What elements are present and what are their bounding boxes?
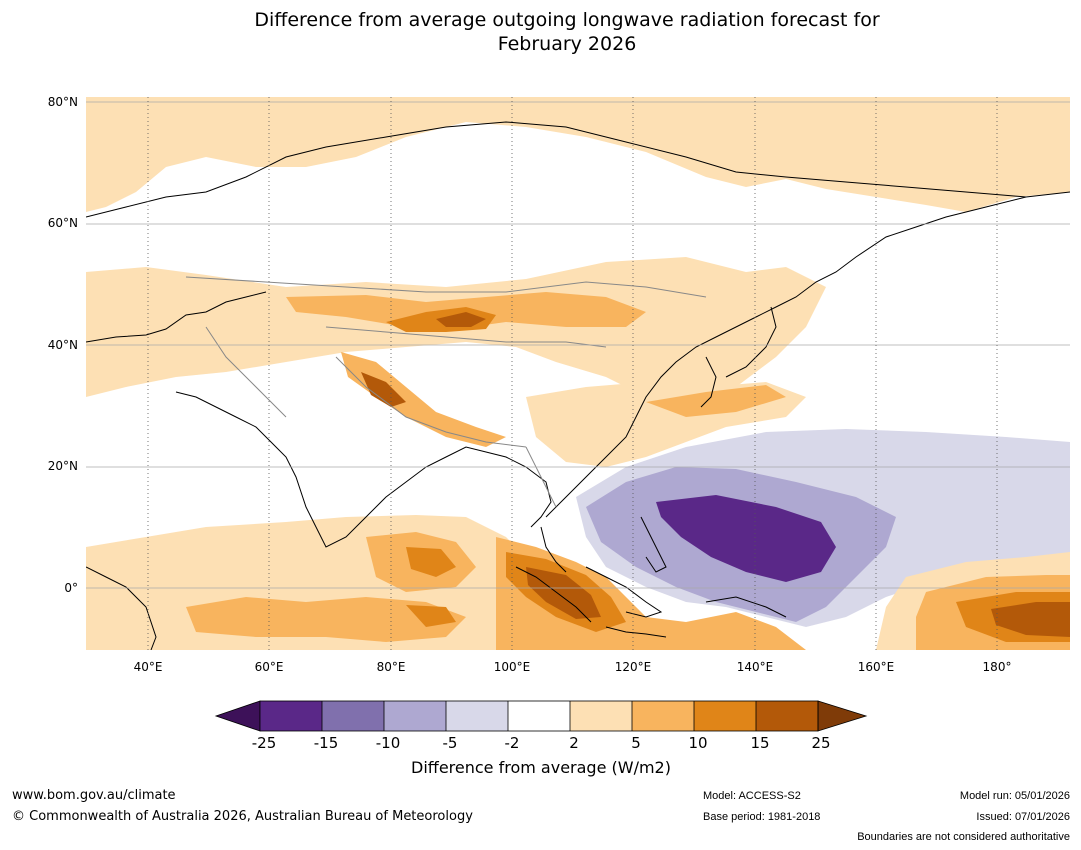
title-line-2: February 2026 xyxy=(497,33,637,55)
coastline-java xyxy=(605,626,667,638)
anomaly-region-east-pacific-core xyxy=(991,602,1070,637)
anomaly-region-pacific-core xyxy=(656,495,836,582)
footer-base-period: Base period: 1981-2018 xyxy=(703,811,821,823)
map-title: Difference from average outgoing longwav… xyxy=(0,8,1081,56)
lat-label-80n: 80°N xyxy=(47,95,78,109)
lon-label-160e: 160°E xyxy=(857,660,895,674)
lon-label-40e: 40°E xyxy=(133,660,163,674)
colorbar-extend-high xyxy=(817,700,868,732)
colorbar-outline xyxy=(259,700,819,732)
colorbar-bin xyxy=(322,701,384,731)
coastline-malay-peninsula xyxy=(540,526,567,573)
coastline-korea xyxy=(700,356,717,408)
map-panel xyxy=(86,97,1070,650)
anomaly-region-sumatra-core xyxy=(526,567,601,619)
anomaly-region-central-asia xyxy=(86,257,826,407)
coastline-new-guinea xyxy=(705,596,787,618)
lat-label-equator: 0° xyxy=(64,581,78,595)
boundary-russia-south xyxy=(185,276,707,298)
colorbar-tick: 10 xyxy=(688,734,708,752)
anomaly-region-indian-ocean-strong xyxy=(406,547,456,577)
latitude-gridlines xyxy=(86,101,1070,589)
coastline-japan xyxy=(725,306,777,378)
coastline-sumatra xyxy=(515,566,592,623)
lon-label-60e: 60°E xyxy=(254,660,284,674)
coastline-arctic xyxy=(86,121,1027,218)
lon-label-180: 180° xyxy=(982,660,1012,674)
anomaly-region-siberia-patch xyxy=(426,127,646,177)
anomaly-region-south-io-mid xyxy=(186,597,466,642)
footer-model: Model: ACCESS-S2 xyxy=(703,790,801,802)
lon-label-140e: 140°E xyxy=(736,660,774,674)
title-line-1: Difference from average outgoing longwav… xyxy=(254,9,880,31)
lon-label-80e: 80°E xyxy=(376,660,406,674)
footer-disclaimer: Boundaries are not considered authoritat… xyxy=(857,831,1070,843)
colorbar-bin xyxy=(384,701,446,731)
colorbar-bin xyxy=(632,701,694,731)
colorbar-bin xyxy=(508,701,570,731)
lat-label-60n: 60°N xyxy=(47,216,78,230)
boundary-middle-east xyxy=(205,326,287,418)
lat-label-20n: 20°N xyxy=(47,459,78,473)
coastlines xyxy=(86,121,1070,650)
boundary-china-north xyxy=(325,326,607,348)
colorbar-bin xyxy=(694,701,756,731)
country-boundaries xyxy=(185,276,707,508)
anomaly-region-arctic xyxy=(86,97,1070,212)
lon-label-100e: 100°E xyxy=(493,660,531,674)
colorbar-extend-low xyxy=(214,700,261,732)
colorbar-tick: -15 xyxy=(313,734,339,752)
colorbar-tick: 2 xyxy=(569,734,579,752)
anomaly-region-tianshan-core xyxy=(436,312,486,327)
footer-website: www.bom.gov.au/climate xyxy=(12,788,176,803)
colorbar-tick: -2 xyxy=(504,734,520,752)
coastline-caspian-north xyxy=(86,291,267,343)
colorbar xyxy=(214,700,868,732)
colorbar-tick: 15 xyxy=(750,734,770,752)
colorbar-bin xyxy=(446,701,508,731)
colorbar-tick: 5 xyxy=(631,734,641,752)
longitude-gridlines xyxy=(147,97,998,650)
boundary-indochina xyxy=(525,446,557,508)
anomaly-region-tibet xyxy=(341,352,506,447)
coastline-borneo xyxy=(585,566,663,618)
colorbar-tick: -25 xyxy=(251,734,277,752)
colorbar-tick: -5 xyxy=(442,734,458,752)
coastline-east-africa xyxy=(86,566,157,650)
footer-issued: Issued: 07/01/2026 xyxy=(976,811,1070,823)
colorbar-bin xyxy=(260,701,322,731)
colorbar-tick: -10 xyxy=(375,734,401,752)
lon-label-120e: 120°E xyxy=(614,660,652,674)
anomaly-region-japan-mid xyxy=(646,385,786,417)
footer-copyright: © Commonwealth of Australia 2026, Austra… xyxy=(12,809,473,824)
colorbar-dividers xyxy=(321,701,757,731)
anomaly-region-tibet-strong xyxy=(361,372,406,407)
footer-model-run: Model run: 05/01/2026 xyxy=(959,790,1070,802)
anomaly-map xyxy=(86,97,1070,650)
anomaly-region-south-io-strong xyxy=(406,605,456,627)
colorbar-bin xyxy=(570,701,632,731)
boundary-himalaya xyxy=(335,356,527,448)
colorbar-label: Difference from average (W/m2) xyxy=(411,758,671,777)
colorbar-bin xyxy=(756,701,818,731)
coastline-east-asia xyxy=(545,191,1070,518)
lat-label-40n: 40°N xyxy=(47,338,78,352)
coastline-philippines xyxy=(640,516,667,573)
colorbar-tick: 25 xyxy=(811,734,831,752)
